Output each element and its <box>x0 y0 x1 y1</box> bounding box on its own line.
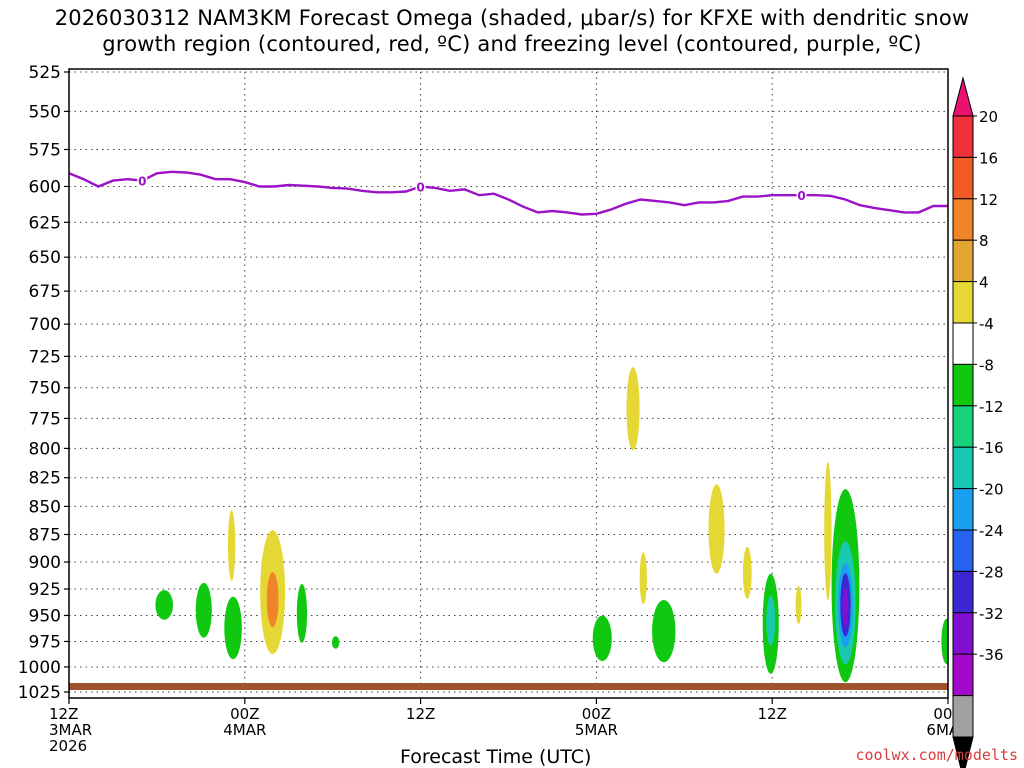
colorbar-swatch-14 <box>952 653 974 697</box>
colorbar-swatch-3 <box>952 198 974 241</box>
y-tick-label-850: 850 <box>29 497 61 517</box>
omega-cell-7 <box>266 572 279 628</box>
colorbar-label-11: -28 <box>979 563 1004 581</box>
omega-cell-15 <box>766 595 776 646</box>
colorbar-label-7: -12 <box>979 398 1004 416</box>
colorbar-swatch-2 <box>952 156 974 200</box>
freezing-label-0: 0 <box>138 175 146 189</box>
omega-cell-17 <box>824 461 832 601</box>
y-tick-label-875: 875 <box>29 525 61 545</box>
freezing-label-1: 0 <box>416 180 424 194</box>
x-tick-label-2-0: 12Z <box>406 705 435 723</box>
x-tick-label-1-0: 00Z <box>230 705 259 723</box>
colorbar-swatch-10 <box>952 488 974 531</box>
colorbar-label-4: 4 <box>979 274 989 292</box>
colorbar-swatch-7 <box>952 363 974 407</box>
omega-cell-22 <box>842 588 849 627</box>
omega-colorbar: 20 16 12 8 4 -4 -8 -12 -16 -20 -24 -28 -32 -36 <box>952 76 1004 768</box>
x-tick-label-0-0: 12Z <box>49 705 78 723</box>
y-tick-label-925: 925 <box>29 580 61 600</box>
colorbar-label-8: -16 <box>979 439 1004 457</box>
freezing-level-contour: 0 0 0 <box>68 170 948 216</box>
chart-title-line-1: 2026030312 NAM3KM Forecast Omega (shaded… <box>54 6 970 30</box>
x-tick-label-1-1: 4MAR <box>223 721 266 739</box>
credit-link[interactable]: coolwx.com/modelts <box>855 746 1018 764</box>
y-tick-label-750: 750 <box>29 379 61 399</box>
y-tick-label-775: 775 <box>29 409 61 429</box>
omega-cell-1 <box>195 582 212 638</box>
y-tick-label-600: 600 <box>29 177 61 197</box>
colorbar-top-arrow <box>952 76 974 117</box>
x-axis-label: Forecast Time (UTC) <box>400 746 592 768</box>
colorbar-swatch-6 <box>952 322 974 365</box>
y-tick-label-525: 525 <box>29 63 61 83</box>
colorbar-swatch-8 <box>952 405 974 448</box>
omega-cell-16 <box>795 585 802 624</box>
y-tick-label-650: 650 <box>29 248 61 268</box>
y-tick-label-975: 975 <box>29 632 61 652</box>
y-tick-label-725: 725 <box>29 347 61 367</box>
omega-cell-3 <box>296 583 308 643</box>
colorbar-swatch-15 <box>952 695 974 738</box>
colorbar-label-12: -32 <box>979 605 1004 623</box>
colorbar-swatch-1 <box>952 115 974 158</box>
y-tick-label-575: 575 <box>29 140 61 160</box>
ground-rect <box>69 683 948 691</box>
y-tick-label-1000: 1000 <box>18 658 61 678</box>
omega-cell-0 <box>155 590 174 620</box>
plot-frame <box>68 68 949 699</box>
omega-shading <box>155 367 948 683</box>
colorbar-label-2: 12 <box>979 191 998 209</box>
colorbar-swatch-12 <box>952 570 974 614</box>
gridlines <box>69 71 948 693</box>
colorbar-label-9: -20 <box>979 481 1004 499</box>
colorbar-label-3: 8 <box>979 232 989 250</box>
colorbar-swatch-9 <box>952 446 974 490</box>
omega-cell-10 <box>592 615 612 662</box>
colorbar-swatch-11 <box>952 529 974 572</box>
y-tick-label-700: 700 <box>29 315 61 335</box>
colorbar-label-0: 20 <box>979 108 998 126</box>
omega-cell-12 <box>708 484 725 574</box>
colorbar-swatch-4 <box>952 239 974 283</box>
y-tick-label-550: 550 <box>29 102 61 122</box>
y-tick-label-950: 950 <box>29 606 61 626</box>
plot-background <box>69 69 948 698</box>
ground-band <box>69 683 948 691</box>
freezing-label-2: 0 <box>797 189 805 203</box>
x-tick-label-0-2: 2026 <box>49 737 87 755</box>
colorbar-bottom-arrow <box>952 736 974 768</box>
x-tick-label-4-0: 12Z <box>758 705 787 723</box>
chart-title-line-2: growth region (contoured, red, ºC) and f… <box>102 32 922 56</box>
y-tick-label-1025: 1025 <box>18 683 61 703</box>
omega-cell-11 <box>652 599 676 663</box>
omega-cell-9 <box>639 552 647 605</box>
omega-cell-4 <box>331 636 340 649</box>
colorbar-label-13: -36 <box>979 646 1004 664</box>
y-tick-label-625: 625 <box>29 213 61 233</box>
colorbar-label-1: 16 <box>979 149 998 167</box>
x-tick-label-0-1: 3MAR <box>49 721 92 739</box>
freezing-label-bg-2 <box>796 188 807 203</box>
x-tick-label-3-1: 5MAR <box>575 721 618 739</box>
omega-cell-2 <box>224 596 242 660</box>
y-axis: 525 550 575 600 625 650 675 700 725 750 775 800 825 8… <box>18 63 69 703</box>
omega-cell-8 <box>626 367 640 451</box>
y-tick-label-900: 900 <box>29 553 61 573</box>
colorbar-swatch-5 <box>952 281 974 324</box>
x-tick-label-3-0: 00Z <box>582 705 611 723</box>
y-tick-label-825: 825 <box>29 469 61 489</box>
colorbar-label-6: -8 <box>979 356 994 374</box>
y-tick-label-675: 675 <box>29 282 61 302</box>
omega-cell-5 <box>227 510 236 581</box>
y-tick-label-800: 800 <box>29 439 61 459</box>
colorbar-label-5: -4 <box>979 315 994 333</box>
freezing-label-bg-0 <box>137 173 148 188</box>
colorbar-swatch-13 <box>952 612 974 655</box>
colorbar-label-10: -24 <box>979 522 1004 540</box>
omega-cell-13 <box>742 546 752 599</box>
freezing-label-bg-1 <box>415 179 426 194</box>
omega-cell-23 <box>941 618 948 665</box>
